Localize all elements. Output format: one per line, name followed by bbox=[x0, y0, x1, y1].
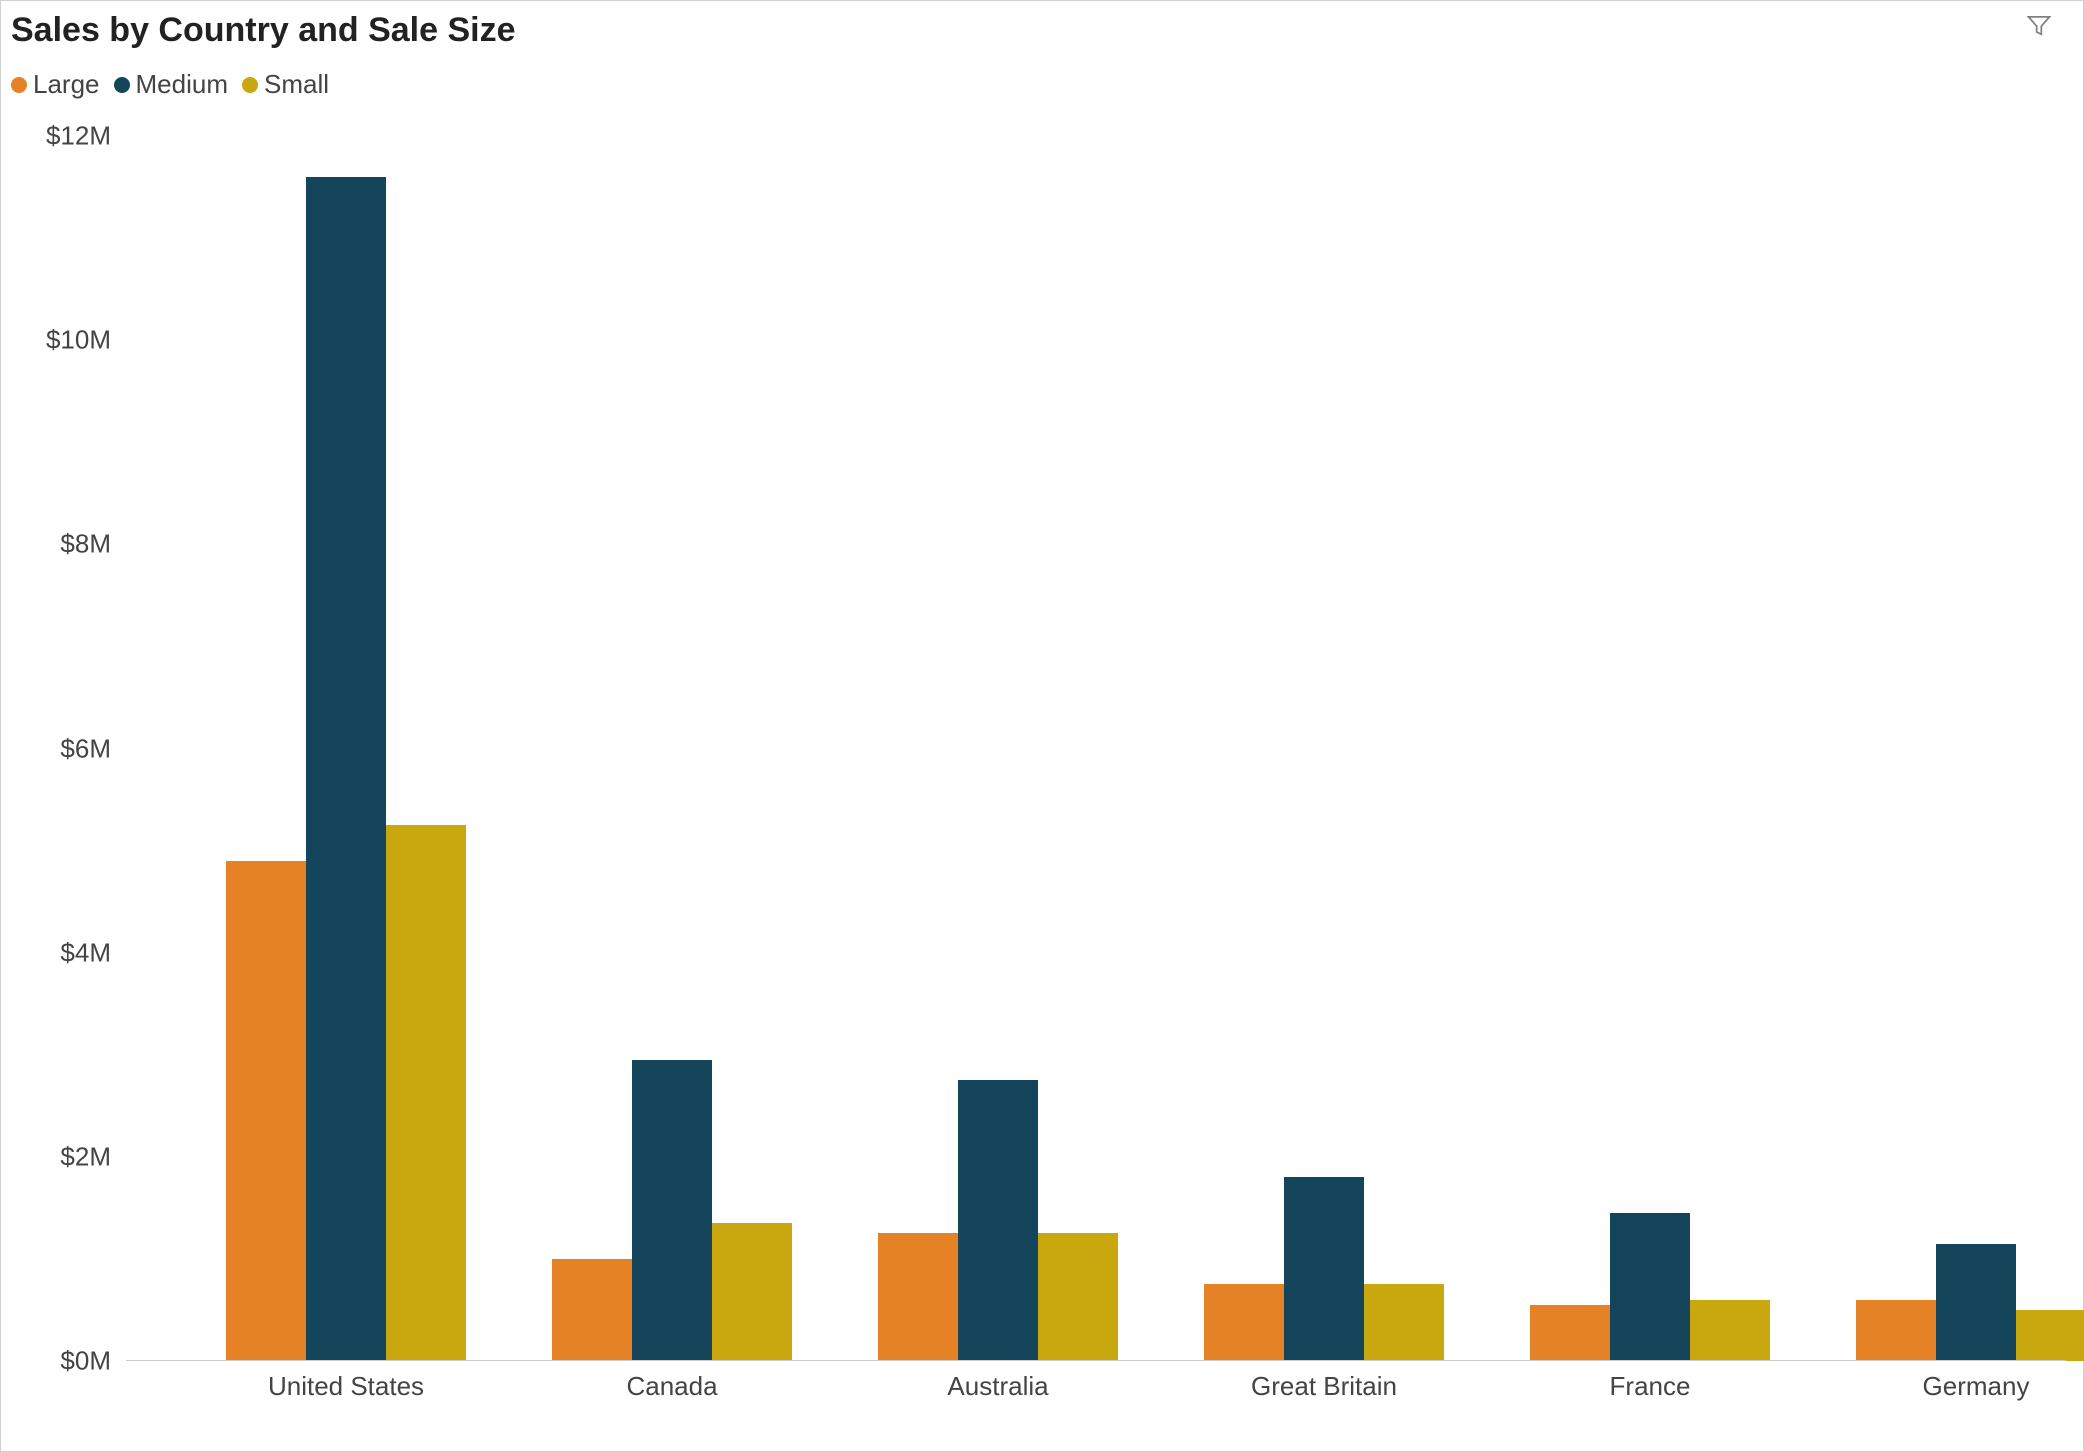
bar[interactable] bbox=[1364, 1284, 1444, 1361]
y-tick-label: $0M bbox=[60, 1346, 111, 1377]
x-tick-label: Great Britain bbox=[1251, 1371, 1397, 1402]
bar[interactable] bbox=[958, 1080, 1038, 1361]
legend: Large Medium Small bbox=[11, 69, 329, 100]
bar[interactable] bbox=[1690, 1300, 1770, 1361]
bar[interactable] bbox=[1204, 1284, 1284, 1361]
legend-item[interactable]: Large bbox=[11, 69, 100, 100]
x-tick-label: United States bbox=[268, 1371, 424, 1402]
x-axis: United States Canada Australia Great Britai… bbox=[126, 1371, 2066, 1431]
legend-swatch bbox=[11, 77, 27, 93]
chart-title: Sales by Country and Sale Size bbox=[11, 11, 516, 50]
y-tick-label: $8M bbox=[60, 529, 111, 560]
legend-item[interactable]: Small bbox=[242, 69, 329, 100]
y-axis: $0M$2M$4M$6M$8M$10M$12M bbox=[1, 136, 111, 1361]
y-tick-label: $4M bbox=[60, 937, 111, 968]
bar[interactable] bbox=[386, 825, 466, 1361]
y-tick-label: $2M bbox=[60, 1141, 111, 1172]
x-tick-label: Canada bbox=[626, 1371, 717, 1402]
bar[interactable] bbox=[1530, 1305, 1610, 1361]
bar[interactable] bbox=[632, 1060, 712, 1361]
legend-item[interactable]: Medium bbox=[114, 69, 228, 100]
x-tick-label: France bbox=[1610, 1371, 1691, 1402]
filter-icon[interactable] bbox=[2025, 11, 2053, 39]
y-tick-label: $12M bbox=[46, 121, 111, 152]
legend-label: Large bbox=[33, 69, 100, 100]
bar[interactable] bbox=[2016, 1310, 2084, 1361]
bar[interactable] bbox=[552, 1259, 632, 1361]
bar[interactable] bbox=[306, 177, 386, 1361]
bar[interactable] bbox=[1038, 1233, 1118, 1361]
x-tick-label: Australia bbox=[947, 1371, 1048, 1402]
chart-card: Sales by Country and Sale Size Large Medi… bbox=[0, 0, 2084, 1452]
bars-layer bbox=[126, 136, 2066, 1361]
x-axis-baseline bbox=[126, 1360, 2066, 1361]
plot-area bbox=[126, 136, 2066, 1361]
legend-swatch bbox=[114, 77, 130, 93]
legend-swatch bbox=[242, 77, 258, 93]
y-tick-label: $6M bbox=[60, 733, 111, 764]
bar[interactable] bbox=[1856, 1300, 1936, 1361]
x-tick-label: Germany bbox=[1923, 1371, 2030, 1402]
bar[interactable] bbox=[1936, 1244, 2016, 1361]
legend-label: Medium bbox=[136, 69, 228, 100]
bar[interactable] bbox=[878, 1233, 958, 1361]
bar[interactable] bbox=[226, 861, 306, 1361]
bar[interactable] bbox=[1284, 1177, 1364, 1361]
bar[interactable] bbox=[1610, 1213, 1690, 1361]
legend-label: Small bbox=[264, 69, 329, 100]
bar[interactable] bbox=[712, 1223, 792, 1361]
y-tick-label: $10M bbox=[46, 325, 111, 356]
